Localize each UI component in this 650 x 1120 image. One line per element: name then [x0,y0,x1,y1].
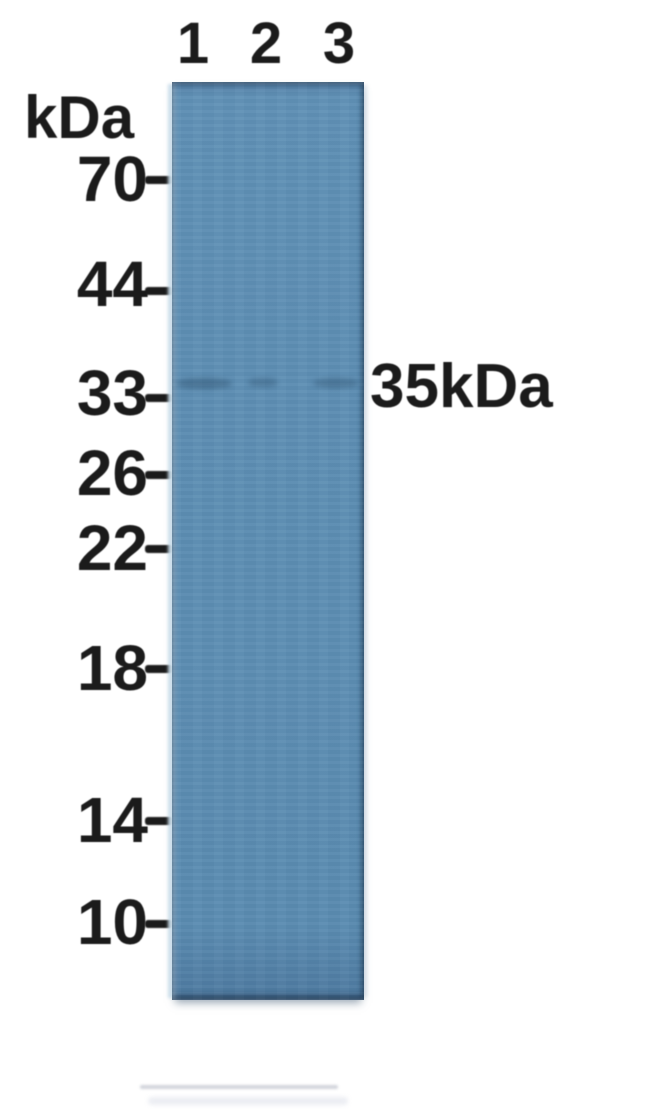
protein-band-lane-2 [248,378,278,387]
marker-label-70: 70 [76,143,148,215]
marker-tick-18 [145,665,173,673]
band-size-annotation: 35kDa [370,352,553,421]
protein-band-lane-1 [176,378,232,389]
marker-tick-22 [145,545,173,553]
marker-label-10: 10 [76,886,148,958]
blot-membrane [172,82,364,1000]
lane-label-1: 1 [176,11,210,76]
marker-label-14: 14 [76,784,148,856]
marker-label-44: 44 [76,248,148,320]
marker-label-18: 18 [76,632,148,704]
marker-tick-33 [145,394,173,402]
scan-artifact-line [140,1085,338,1089]
protein-band-lane-3 [313,378,359,388]
lane-label-2: 2 [249,11,283,76]
scan-artifact-line [148,1097,348,1105]
marker-label-22: 22 [76,512,148,584]
marker-label-26: 26 [76,437,148,509]
unit-label-kda: kDa [24,84,135,151]
marker-tick-26 [145,471,173,479]
marker-tick-10 [145,920,173,928]
membrane-texture [172,82,364,1000]
marker-tick-14 [145,817,173,825]
lane-label-3: 3 [322,11,356,76]
marker-label-33: 33 [76,357,148,429]
marker-tick-44 [145,287,173,295]
marker-tick-70 [145,176,173,184]
